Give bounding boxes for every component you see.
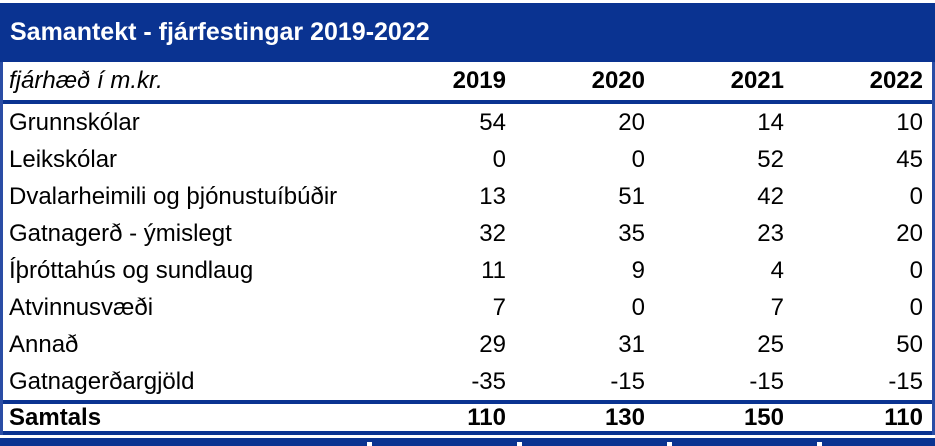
table-title-bar: Samantekt - fjárfestingar 2019-2022: [0, 3, 935, 62]
cell-value: 13: [479, 182, 506, 210]
cell-value: 50: [896, 330, 923, 358]
row-label: Atvinnusvæði: [9, 293, 154, 321]
gridline-notch: [367, 442, 372, 446]
year-header-2021: 2021: [730, 67, 784, 94]
cell-value: 45: [896, 145, 923, 173]
cell-value: 7: [770, 293, 784, 321]
row-label: Dvalarheimili og þjónustuíbúðir: [9, 182, 338, 210]
gridline-notch: [817, 442, 822, 446]
gridline-notch: [667, 442, 672, 446]
table-row: Grunnskólar 54 20 14 10: [0, 104, 935, 141]
cell-value: 0: [631, 293, 645, 321]
cell-value: 25: [757, 330, 784, 358]
header-row: fjárhæð í m.kr. 2019 2020 2021 2022: [0, 62, 935, 104]
cell-value: 31: [618, 330, 645, 358]
cell-value: -15: [888, 367, 923, 395]
cell-value: 7: [492, 293, 506, 321]
cell-value: 32: [479, 219, 506, 247]
cell-value: 29: [479, 330, 506, 358]
table-row: Dvalarheimili og þjónustuíbúðir 13 51 42…: [0, 178, 935, 215]
cell-value: 20: [618, 108, 645, 136]
table-title: Samantekt - fjárfestingar 2019-2022: [10, 18, 430, 46]
cell-value: 14: [757, 108, 784, 136]
year-header-2019: 2019: [452, 67, 506, 94]
unit-label: fjárhæð í m.kr.: [9, 67, 163, 94]
table-row: Gatnagerðargjöld -35 -15 -15 -15: [0, 363, 935, 400]
cell-value: -15: [749, 367, 784, 395]
table-row: Atvinnusvæði 7 0 7 0: [0, 289, 935, 326]
total-label: Samtals: [9, 403, 102, 431]
cell-value: -35: [471, 367, 506, 395]
cell-value: 0: [909, 182, 923, 210]
row-label: Leikskólar: [9, 145, 118, 173]
gridline-notch: [517, 442, 522, 446]
total-value: 150: [743, 403, 784, 431]
total-value: 130: [604, 403, 645, 431]
cell-value: -15: [610, 367, 645, 395]
cell-value: 0: [492, 145, 506, 173]
total-value: 110: [884, 403, 923, 431]
table-row: Gatnagerð - ýmislegt 32 35 23 20: [0, 215, 935, 252]
row-label: Gatnagerðargjöld: [9, 367, 195, 395]
cell-value: 51: [618, 182, 645, 210]
data-rows: Grunnskólar 54 20 14 10 Leikskólar 0 0 5…: [0, 104, 935, 400]
cell-value: 0: [631, 145, 645, 173]
year-header-2020: 2020: [591, 67, 645, 94]
cell-value: 42: [757, 182, 784, 210]
cell-value: 23: [757, 219, 784, 247]
row-label: Annað: [9, 330, 79, 358]
table-row: Íþróttahús og sundlaug 11 9 4 0: [0, 252, 935, 289]
cell-value: 52: [757, 145, 784, 173]
cell-value: 11: [481, 256, 506, 284]
total-value: 110: [467, 403, 506, 431]
row-label: Gatnagerð - ýmislegt: [9, 219, 232, 247]
cell-value: 35: [618, 219, 645, 247]
table-row: Annað 29 31 25 50: [0, 326, 935, 363]
bottom-border-bar: [0, 438, 935, 446]
cell-value: 4: [770, 256, 784, 284]
cell-value: 20: [896, 219, 923, 247]
total-row: Samtals 110 130 150 110: [0, 400, 935, 435]
table-right-border: [932, 62, 935, 435]
cell-value: 0: [909, 293, 923, 321]
table-left-border: [0, 62, 3, 435]
year-header-2022: 2022: [869, 67, 923, 94]
row-label: Grunnskólar: [9, 108, 140, 136]
table-row: Leikskólar 0 0 52 45: [0, 141, 935, 178]
cell-value: 0: [909, 256, 923, 284]
cell-value: 54: [479, 108, 506, 136]
cell-value: 10: [896, 108, 923, 136]
cell-value: 9: [631, 256, 645, 284]
row-label: Íþróttahús og sundlaug: [9, 256, 254, 284]
